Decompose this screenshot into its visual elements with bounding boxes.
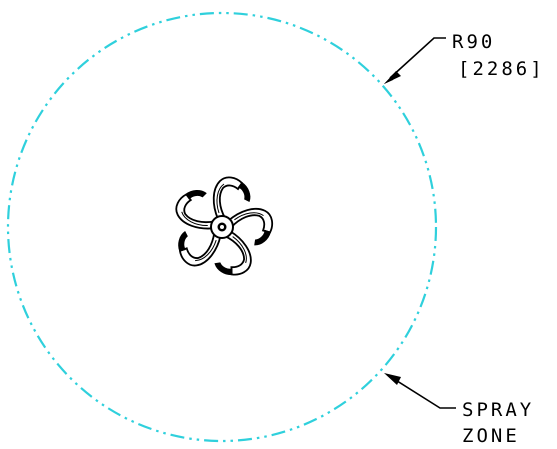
- sprinkler-arm: [227, 207, 274, 246]
- spray-zone-leader: [384, 373, 456, 409]
- sprinkler-arm: [178, 231, 222, 267]
- spray-zone-circle: [6, 11, 438, 443]
- radius-leader: [384, 37, 446, 84]
- spray-zone-label-line2: ZONE: [462, 425, 520, 447]
- spray-zone-label-line1: SPRAY: [462, 399, 534, 421]
- sprinkler-arm: [214, 229, 252, 276]
- sprinkler-arm: [212, 176, 251, 220]
- rotor-sprinkler-icon: [175, 176, 274, 276]
- sprinkler-arm: [175, 189, 216, 230]
- radius-label: R90: [452, 31, 495, 53]
- radius-metric-label: [2286]: [458, 58, 545, 80]
